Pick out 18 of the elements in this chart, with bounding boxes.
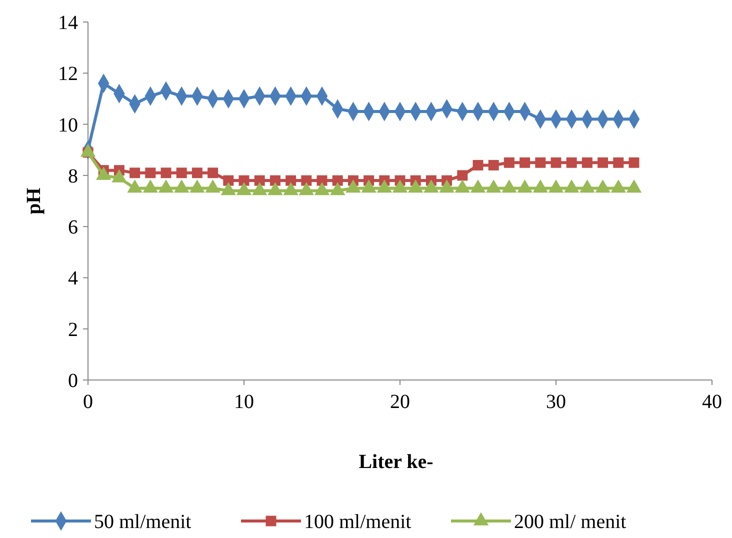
legend-label: 200 ml/ menit [514,511,627,533]
legend-label: 100 ml/menit [304,511,412,533]
x-axis-title: Liter ke- [358,451,434,473]
y-tick-label: 6 [68,216,78,239]
y-tick-label: 0 [68,370,78,392]
y-tick-label: 14 [58,12,78,34]
y-tick-label: 12 [58,63,78,86]
y-tick-label: 4 [68,268,78,290]
x-tick-label: 20 [390,391,410,413]
y-tick-label: 10 [58,114,78,136]
x-tick-label: 0 [83,391,93,413]
y-tick-label: 8 [68,165,78,188]
x-tick-label: 40 [702,391,722,413]
y-axis-title: pH [23,187,45,214]
legend-label: 50 ml/menit [94,511,192,533]
x-tick-label: 30 [546,391,566,413]
y-tick-label: 2 [68,318,78,341]
x-tick-label: 10 [234,391,254,413]
